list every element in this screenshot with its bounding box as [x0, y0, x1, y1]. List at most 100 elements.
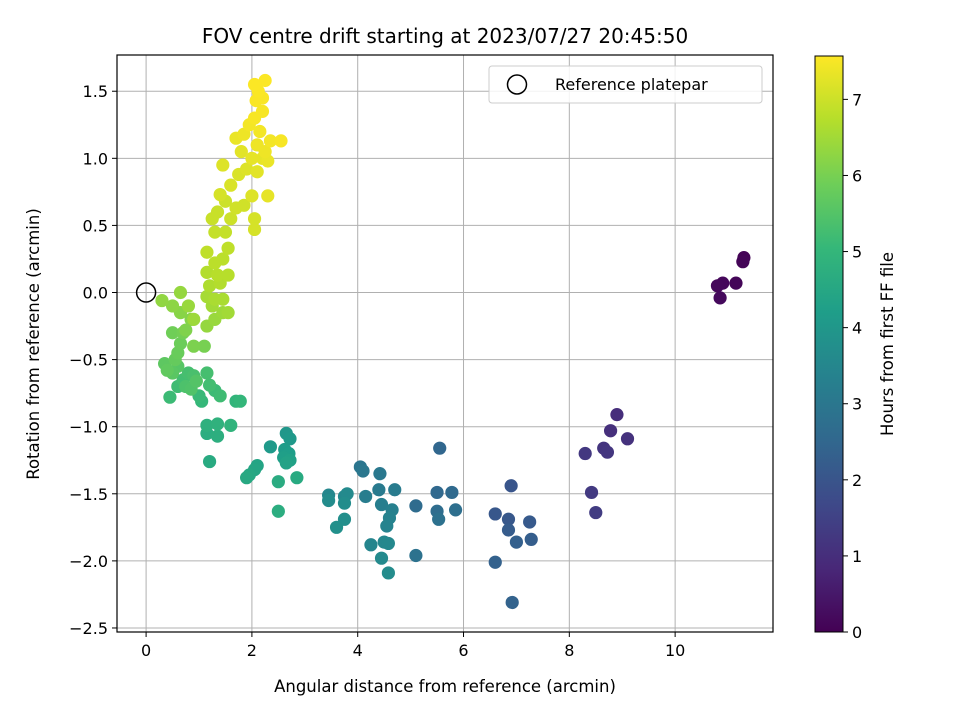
data-point	[200, 366, 214, 380]
y-tick-label: −2.0	[69, 552, 108, 571]
data-point	[356, 464, 370, 478]
data-point	[210, 429, 225, 443]
data-point	[448, 503, 463, 517]
data-point	[433, 441, 447, 455]
data-point	[290, 471, 304, 485]
data-point	[337, 512, 352, 526]
y-tick-label: −0.5	[69, 351, 108, 370]
data-point	[197, 339, 211, 353]
y-axis-label: Rotation from reference (arcmin)	[24, 208, 43, 480]
data-point	[283, 432, 297, 446]
colorbar-tick-label: 0	[852, 623, 862, 642]
reference-platepar-marker	[135, 282, 157, 303]
x-tick-label: 6	[458, 641, 468, 660]
data-point	[261, 189, 275, 203]
colorbar-label: Hours from first FF file	[878, 252, 897, 436]
data-point	[524, 532, 538, 547]
data-point	[255, 104, 270, 118]
legend-marker-icon	[506, 74, 528, 95]
data-point	[179, 323, 193, 337]
data-point	[234, 145, 248, 159]
data-point	[337, 496, 352, 510]
data-point	[202, 279, 217, 293]
y-tick-label: −2.5	[69, 619, 108, 638]
data-point	[271, 504, 285, 518]
data-point	[274, 134, 288, 148]
y-tick-label: 1.5	[83, 82, 108, 101]
data-point	[247, 77, 262, 92]
legend-label: Reference platepar	[555, 75, 708, 94]
data-point	[202, 454, 217, 469]
data-point	[245, 151, 259, 165]
data-point	[505, 595, 519, 610]
data-point	[409, 499, 423, 513]
x-axis-ticks: 0 2 4 6 8 10	[141, 632, 685, 660]
data-points	[155, 73, 751, 610]
data-point	[224, 212, 238, 226]
y-tick-label: −1.5	[69, 485, 108, 504]
colorbar-gradient	[814, 55, 844, 633]
data-point	[200, 265, 214, 279]
data-point	[216, 158, 230, 172]
data-point	[240, 162, 254, 176]
data-point	[322, 493, 336, 508]
colorbar-tick-label: 7	[852, 90, 862, 109]
data-point	[610, 408, 624, 422]
legend: Reference platepar	[488, 65, 763, 104]
y-tick-label: −1.0	[69, 418, 108, 437]
data-point	[603, 424, 618, 438]
data-point	[213, 187, 227, 202]
y-tick-label: 0.0	[83, 284, 108, 303]
x-axis-label: Angular distance from reference (arcmin)	[274, 677, 616, 696]
x-tick-label: 2	[247, 641, 257, 660]
x-tick-label: 4	[353, 641, 363, 660]
data-point	[736, 255, 750, 269]
data-point	[578, 446, 592, 461]
data-point	[381, 566, 395, 580]
data-point	[488, 507, 502, 521]
data-point	[221, 306, 235, 320]
data-point	[253, 124, 267, 139]
data-point	[187, 339, 201, 353]
colorbar-tick-label: 3	[852, 395, 862, 414]
data-point	[380, 519, 394, 533]
legend-box	[488, 65, 763, 104]
data-point	[216, 252, 230, 266]
x-tick-label: 8	[564, 641, 574, 660]
data-point	[430, 485, 444, 500]
data-point	[372, 483, 386, 497]
data-point	[189, 374, 203, 388]
data-point	[233, 394, 247, 408]
y-tick-label: 0.5	[83, 216, 108, 235]
data-point	[245, 189, 259, 203]
data-point	[589, 505, 603, 520]
data-point	[213, 389, 227, 403]
data-point	[374, 551, 389, 565]
data-point	[155, 293, 169, 308]
data-point	[165, 326, 180, 340]
x-tick-label: 10	[665, 641, 685, 660]
data-point	[163, 390, 177, 404]
data-point	[263, 440, 278, 454]
data-point	[509, 535, 524, 549]
data-point	[247, 212, 262, 226]
data-point	[359, 489, 373, 504]
data-point	[523, 515, 537, 529]
colorbar-tick-label: 5	[852, 243, 862, 262]
data-point	[620, 432, 635, 446]
data-point	[224, 178, 238, 192]
data-point	[388, 483, 402, 497]
data-point	[364, 538, 378, 552]
data-point	[409, 548, 423, 563]
data-point	[373, 467, 387, 481]
data-point	[216, 292, 230, 306]
data-point	[504, 479, 518, 493]
data-point	[173, 336, 188, 351]
grid-lines	[117, 55, 773, 632]
colorbar-tick-label: 6	[852, 166, 862, 185]
data-point	[329, 520, 344, 534]
data-point	[160, 363, 174, 377]
data-point	[374, 497, 389, 512]
data-point	[165, 299, 180, 313]
